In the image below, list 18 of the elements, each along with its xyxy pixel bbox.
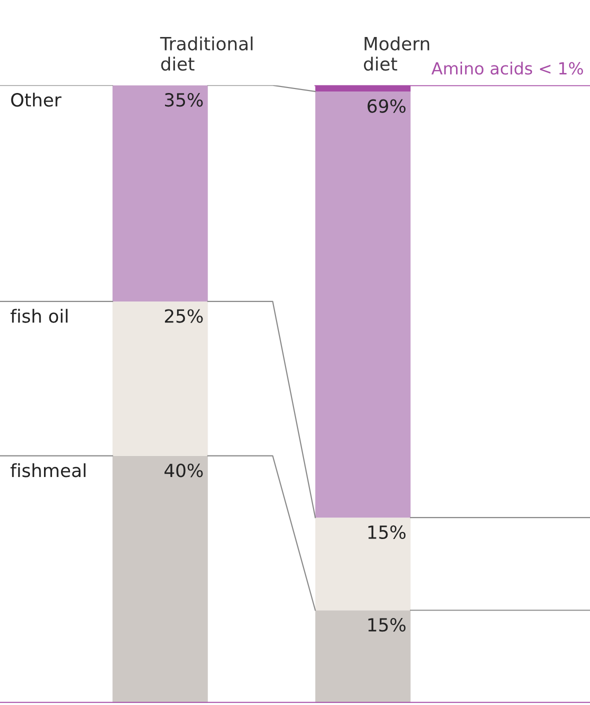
data-label: 40% [164, 464, 203, 478]
bar [315, 91, 411, 518]
data-label: 15% [368, 618, 406, 632]
x-tick-label: Traditional diet [160, 36, 252, 71]
bar [315, 610, 411, 703]
bar [112, 456, 208, 703]
series-label: Amino acids < 1% [431, 62, 583, 75]
series-label: fishmeal [10, 463, 86, 478]
data-label: 69% [368, 99, 406, 113]
text: Other [11, 92, 62, 107]
x-tick-label: Modern diet [364, 36, 430, 71]
bar [112, 301, 208, 456]
text: fish oil [10, 308, 68, 323]
bar [112, 85, 208, 302]
bar [315, 518, 411, 610]
data-label: 35% [165, 93, 203, 107]
data-label: 15% [368, 525, 406, 539]
data-label: 25% [164, 309, 203, 323]
